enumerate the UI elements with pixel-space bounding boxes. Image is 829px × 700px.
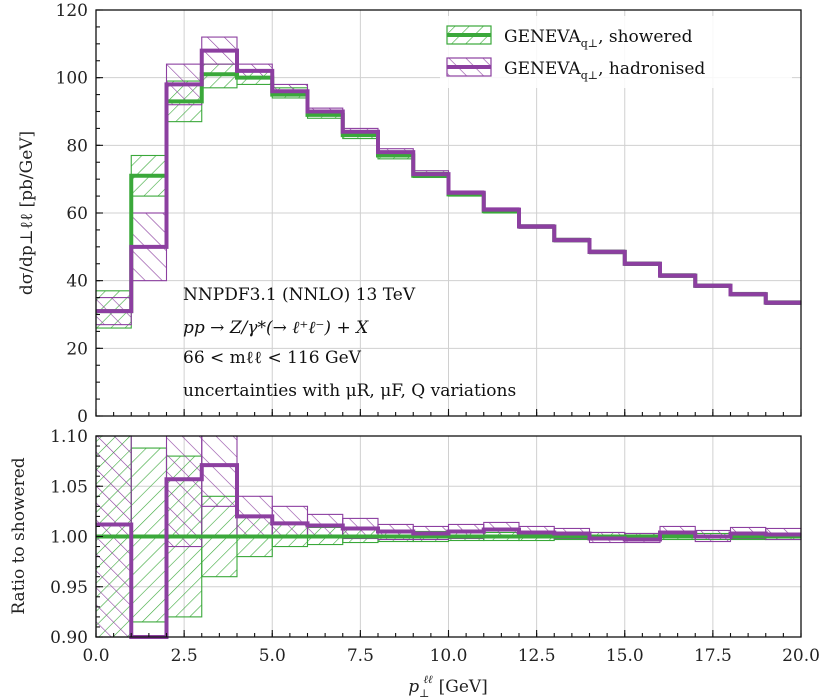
annotation-mass-window: 66 < mℓℓ < 116 GeV — [183, 348, 362, 368]
main-y-tick-label: 60 — [66, 204, 88, 224]
axis-tick-labels: 0.0 2.5 5.0 7.5 10.0 12.5 15.0 17.5 20.0 0 20 40 60 8… — [50, 1, 820, 666]
ratio-panel-lines — [96, 463, 801, 639]
ratio-y-axis-title: Ratio to showered — [9, 457, 29, 614]
ratio-y-tick-label: 1.05 — [50, 477, 88, 497]
x-tick-label: 10.0 — [430, 646, 468, 666]
main-y-tick-label: 120 — [56, 1, 88, 21]
legend: GENEVAq⊥, showered GENEVAq⊥, hadronised — [440, 16, 792, 88]
x-tick-label: 20.0 — [782, 646, 820, 666]
legend-entry-hadronised: GENEVAq⊥, hadronised — [446, 57, 705, 82]
x-tick-label: 17.5 — [694, 646, 732, 666]
x-tick-label: 0.0 — [82, 646, 109, 666]
legend-entry-showered: GENEVAq⊥, showered — [446, 25, 693, 50]
main-y-tick-label: 80 — [66, 136, 88, 156]
axis-ticks — [95, 9, 802, 638]
main-panel-lines — [96, 48, 801, 314]
legend-label-showered: GENEVAq⊥, showered — [504, 27, 693, 50]
x-axis-title: p⊥ℓℓ [GeV] — [408, 673, 488, 700]
main-y-tick-label: 40 — [66, 272, 88, 292]
x-tick-label: 2.5 — [171, 646, 198, 666]
ratio-y-tick-label: 1.10 — [50, 427, 88, 447]
annotation-pdf: NNPDF3.1 (NNLO) 13 TeV — [183, 285, 416, 305]
ratio-band-hadronised — [271, 505, 309, 538]
main-y-tick-label: 20 — [66, 339, 88, 359]
main-y-tick-label: 0 — [77, 407, 88, 427]
ratio-y-tick-label: 0.95 — [50, 578, 88, 598]
x-tick-label: 15.0 — [606, 646, 644, 666]
ratio-y-tick-label: 0.90 — [50, 628, 88, 648]
ratio-y-tick-label: 1.00 — [50, 528, 88, 548]
main-y-axis-title: dσ/dp⊥ℓℓ [pb/GeV] — [17, 131, 37, 295]
annotation-process: pp → Z/γ*(→ ℓ⁺ℓ⁻) + X — [183, 318, 369, 338]
annotation-uncertainties: uncertainties with μR, μF, Q variations — [183, 381, 516, 401]
main-y-tick-label: 100 — [56, 69, 88, 89]
ratio-band-hadronised — [165, 435, 203, 548]
x-tick-label: 5.0 — [259, 646, 286, 666]
x-tick-label: 12.5 — [518, 646, 556, 666]
x-tick-label: 7.5 — [347, 646, 374, 666]
legend-label-hadronised: GENEVAq⊥, hadronised — [504, 59, 705, 82]
legend-background — [440, 16, 792, 88]
ratio-band-hadronised — [201, 435, 238, 507]
